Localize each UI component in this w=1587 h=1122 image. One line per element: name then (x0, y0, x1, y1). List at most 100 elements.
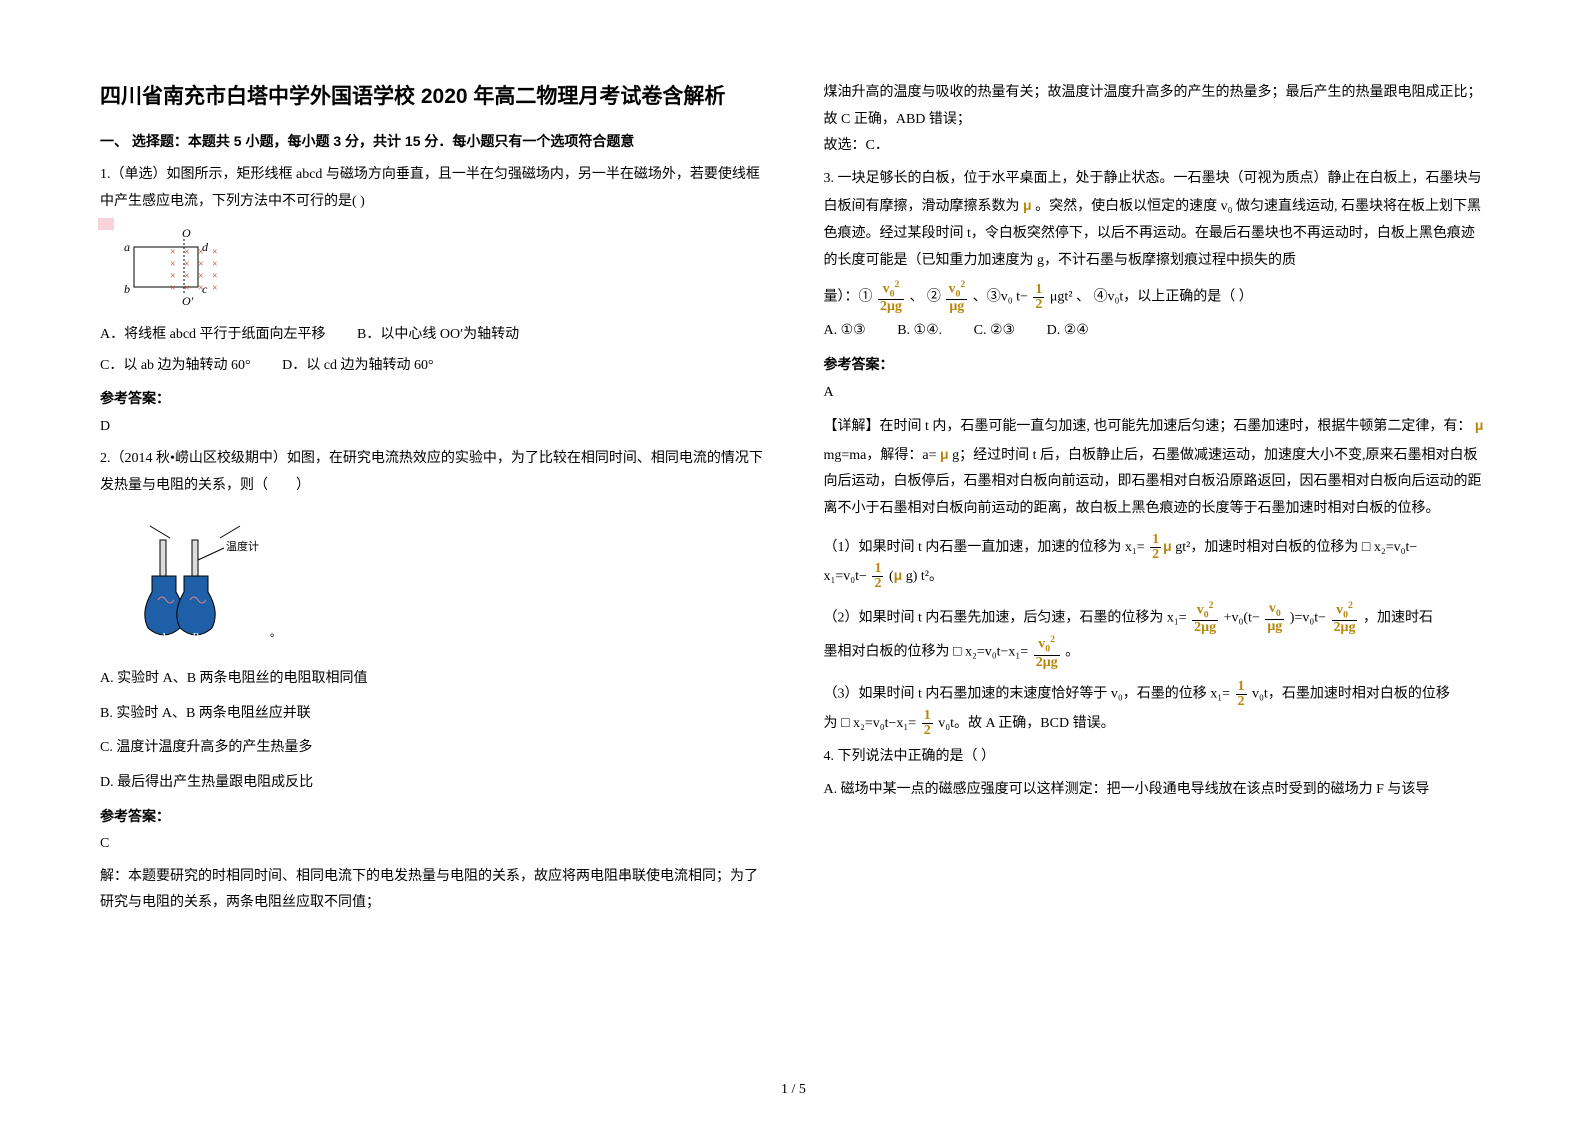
q3-p1: （1）如果时间 t 内石墨一直加速，加速的位移为 x₁= 1 2 μ gt²，加… (824, 533, 1488, 562)
mu-icon-5: μ (894, 567, 903, 583)
frac-half-1: 1 2 (1033, 283, 1044, 312)
svg-text:A: A (159, 631, 167, 643)
q1-stem: 1.（单选）如图所示，矩形线框 abcd 与磁场方向垂直，且一半在匀强磁场内，另… (100, 162, 764, 215)
frac-2: v02 μg (946, 280, 967, 314)
q1-optB: B．以中心线 OO′为轴转动 (357, 322, 519, 349)
q3-p2-f: x₂=v₀t−x₁= (965, 645, 1028, 660)
q3-optD: D. ②④ (1047, 318, 1089, 345)
q3-p1-b: gt²，加速时相对白板的位移为 (1175, 540, 1358, 555)
q4-optA: A. 磁场中某一点的磁感应强度可以这样测定：把一小段通电导线放在该点时受到的磁场… (824, 777, 1488, 804)
svg-text:×: × (212, 271, 218, 282)
svg-text:×: × (212, 283, 218, 294)
q1-options: A．将线框 abcd 平行于纸面向左平移 B．以中心线 OO′为轴转动 (100, 322, 764, 349)
q2-stem: 2.（2014 秋•崂山区校级期中）如图，在研究电流热效应的实验中，为了比较在相… (100, 446, 764, 499)
svg-text:×: × (170, 259, 176, 270)
svg-text:×: × (212, 259, 218, 270)
q2-select: 故选：C． (824, 133, 1488, 160)
mu-icon-4: μ (1163, 538, 1172, 554)
q3-p3-d: x₂=v₀t−x₁= (853, 716, 916, 731)
q2-answer: C (100, 831, 764, 858)
q3-stem: 3. 一块足够长的白板，位于水平桌面上，处于静止状态。一石墨块（可视为质点）静止… (824, 166, 1488, 274)
svg-text:×: × (184, 247, 190, 258)
svg-text:×: × (170, 271, 176, 282)
svg-text:×: × (212, 247, 218, 258)
q3-p1-d: x₁=v₀t− (824, 569, 867, 584)
q3-liang: 量）：① v02 2μg 、 ② v02 μg 、③v₀ t− 1 2 μgt²… (824, 280, 1488, 314)
svg-text:×: × (184, 271, 190, 282)
svg-text:b: b (124, 282, 130, 296)
q4-stem: 4. 下列说法中正确的是（ ） (824, 744, 1488, 771)
svg-text:B: B (192, 631, 199, 643)
frac-1: v02 2μg (878, 280, 904, 314)
q3-p1-e: g) t²。 (906, 569, 943, 584)
q1-optC: C．以 ab 边为轴转动 60° (100, 353, 251, 380)
q1-options-row2: C．以 ab 边为轴转动 60° D．以 cd 边为轴转动 60° (100, 353, 764, 380)
frac-half-5: 1 2 (922, 709, 933, 738)
q3-answer-label: 参考答案： (824, 351, 1488, 378)
frac-v2-b: v02 2μg (1332, 601, 1358, 635)
square-icon: □ (1362, 538, 1370, 554)
frac-v0-a: v0 μg (1265, 602, 1284, 634)
q2-answer-label: 参考答案： (100, 803, 764, 830)
page-container: 四川省南充市白塔中学外国语学校 2020 年高二物理月考试卷含解析 一、 选择题… (0, 0, 1587, 1122)
svg-text:×: × (170, 247, 176, 258)
q3-p3-b: v₀t，石墨加速时相对白板的位移 (1252, 686, 1450, 701)
svg-text:×: × (184, 259, 190, 270)
svg-text:。: 。 (270, 627, 281, 639)
svg-text:×: × (170, 283, 176, 294)
q3-p1-line2: x₁=v₀t− 1 2 (μ g) t²。 (824, 562, 1488, 591)
q1-answer: D (100, 414, 764, 441)
q3-p2-g: 。 (1065, 645, 1079, 660)
q3-p3-a: （3）如果时间 t 内石墨加速的末速度恰好等于 v₀，石墨的位移 x₁= (824, 686, 1231, 701)
q3-options: A. ①③ B. ①④. C. ②③ D. ②④ (824, 318, 1488, 345)
frac-v2-c: v02 2μg (1034, 635, 1060, 669)
q3-p2-b: +v₀(t− (1224, 610, 1260, 625)
q3-liang-a: 量）：① (824, 290, 873, 305)
svg-text:×: × (198, 259, 204, 270)
q3-answer: A (824, 380, 1488, 407)
square-icon-3: □ (841, 714, 849, 730)
q2-explanation: 解：本题要研究的时相同时间、相同电流下的电发热量与电阻的关系，故应将两电阻串联使… (100, 864, 764, 917)
q2-optD: D. 最后得出产生热量跟电阻成反比 (100, 770, 764, 797)
q1-diagram: O O′ a b d c ×××× ×××× ×××× ×××× (120, 227, 240, 297)
q3-liang-c: 、③v₀ t− (973, 290, 1028, 305)
q3-expl1-b: mg=ma，解得：a= (824, 448, 937, 463)
q2-diagram: 温度计 A B 。 (120, 516, 290, 657)
q3-p1-c: x₂=v₀t− (1374, 540, 1417, 555)
mu-icon-2: μ (1475, 417, 1484, 433)
doc-title: 四川省南充市白塔中学外国语学校 2020 年高二物理月考试卷含解析 (100, 80, 764, 114)
page-number: 1 / 5 (0, 1082, 1587, 1098)
q3-p2-c: )=v₀t− (1290, 610, 1326, 625)
q3-expl1-a: 【详解】在时间 t 内，石墨可能一直匀加速, 也可能先加速后匀速；石墨加速时，根… (824, 419, 1472, 434)
svg-text:O′: O′ (182, 294, 194, 307)
right-column: 煤油升高的温度与吸收的热量有关；故温度计温度升高多的产生的热量多；最后产生的热量… (824, 80, 1488, 1082)
q3-p3: （3）如果时间 t 内石墨加速的末速度恰好等于 v₀，石墨的位移 x₁= 1 2… (824, 680, 1488, 709)
mu-icon: μ (1023, 197, 1032, 213)
q3-expl1: 【详解】在时间 t 内，石墨可能一直匀加速, 也可能先加速后匀速；石墨加速时，根… (824, 412, 1488, 522)
square-icon-2: □ (953, 643, 961, 659)
q1-optA: A．将线框 abcd 平行于纸面向左平移 (100, 322, 326, 349)
watermark-box (98, 218, 114, 230)
frac-half-2: 1 2 (1150, 533, 1161, 562)
q3-p3-c: 为 (824, 716, 838, 731)
q2-optC: C. 温度计温度升高多的产生热量多 (100, 735, 764, 762)
q3-p2-e: 墨相对白板的位移为 (824, 645, 950, 660)
q3-p2: （2）如果时间 t 内石墨先加速，后匀速，石墨的位移为 x₁= v02 2μg … (824, 601, 1488, 635)
q3-liang-d: μgt² 、 ④v₀t，以上正确的是（ ） (1050, 290, 1253, 305)
section1-heading: 一、 选择题：本题共 5 小题，每小题 3 分，共计 15 分．每小题只有一个选… (100, 128, 764, 155)
q2-optA: A. 实验时 A、B 两条电阻丝的电阻取相同值 (100, 666, 764, 693)
frac-half-4: 1 2 (1236, 680, 1247, 709)
svg-text:×: × (198, 283, 204, 294)
q3-p1-a: （1）如果时间 t 内石墨一直加速，加速的位移为 x₁= (824, 540, 1145, 555)
left-column: 四川省南充市白塔中学外国语学校 2020 年高二物理月考试卷含解析 一、 选择题… (100, 80, 764, 1082)
svg-text:O: O (182, 227, 191, 240)
svg-text:温度计: 温度计 (226, 539, 259, 553)
q3-optA: A. ①③ (824, 318, 866, 345)
q3-liang-b: 、 ② (909, 290, 941, 305)
q3-p2-d: ，加速时石 (1363, 610, 1433, 625)
q3-p2-line2: 墨相对白板的位移为 □ x₂=v₀t−x₁= v02 2μg 。 (824, 635, 1488, 669)
q2-expl-cont: 煤油升高的温度与吸收的热量有关；故温度计温度升高多的产生的热量多；最后产生的热量… (824, 80, 1488, 133)
q3-optB: B. ①④. (897, 318, 942, 345)
q3-p2-a: （2）如果时间 t 内石墨先加速，后匀速，石墨的位移为 x₁= (824, 610, 1187, 625)
frac-half-3: 1 2 (872, 562, 883, 591)
